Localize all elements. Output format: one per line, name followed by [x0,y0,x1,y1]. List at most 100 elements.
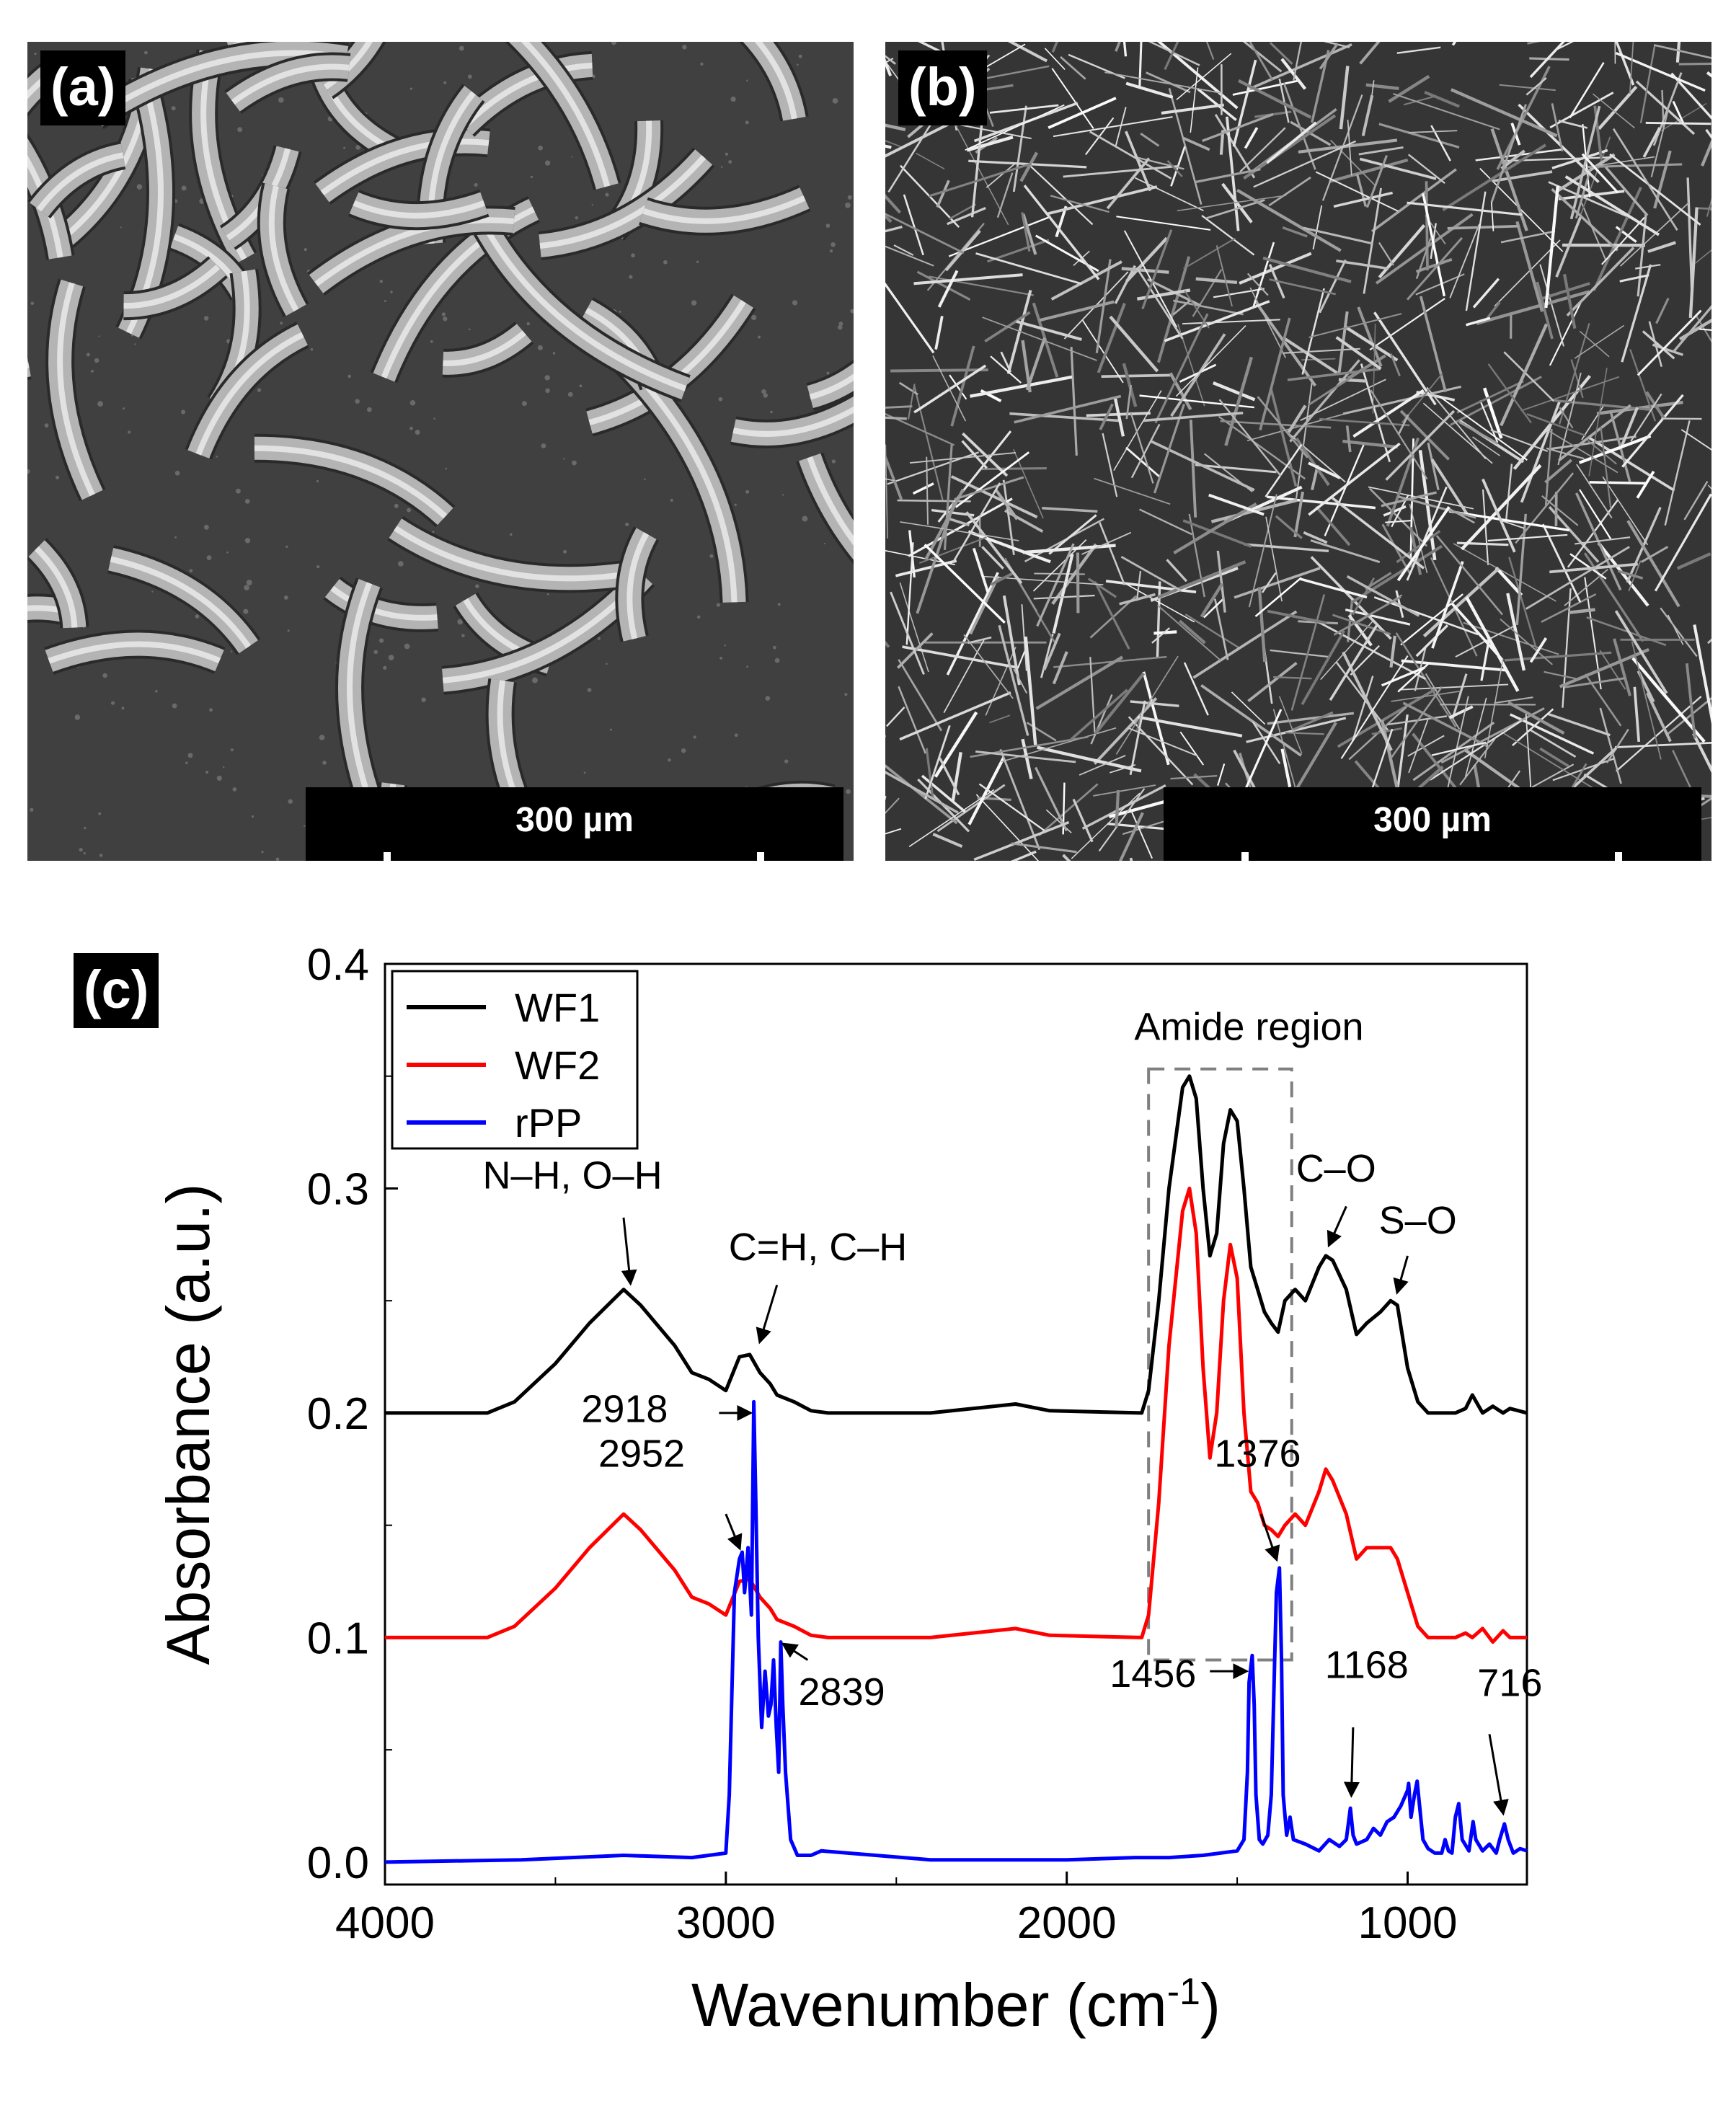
sem-speck-a [378,638,384,643]
sem-fibre-b [1609,153,1701,226]
sem-fibre-b [1179,731,1205,766]
sem-speck-a [34,52,37,56]
sem-speck-a [187,753,193,758]
sem-fibre-b [1156,581,1161,658]
sem-fibre-highlight-a [477,214,687,391]
sem-fibre-b [893,244,914,256]
sem-speck-a [155,690,158,693]
sem-fibre-b [1333,595,1401,636]
sem-fibre-b [1466,316,1491,327]
sem-speck-a [469,328,471,331]
sem-fibre-b [1336,260,1389,270]
y-axis-title: Absorbance (a.u.) [154,1184,222,1665]
sem-fibre-b [1213,598,1229,660]
sem-fibre-b [948,216,1051,257]
sem-fibre-b [1529,57,1569,61]
sem-fibre-b [1576,464,1613,518]
sem-fibre-highlight-a [330,585,438,621]
sem-fibre-b [1195,464,1277,474]
sem-speck-a [84,826,87,830]
sem-fibre-b [1125,446,1161,479]
sem-fibre-b [1253,140,1357,188]
sem-speck-a [136,184,143,190]
sem-fibre-b [885,797,900,815]
sem-fibre-b [1564,677,1626,688]
sem-fibre-b [1053,655,1167,668]
sem-fibre-b [1042,632,1061,670]
sem-fibre-b [970,124,983,218]
sem-speck-a [700,62,704,66]
sem-speck-a [230,748,234,752]
sem-fibre-b [1660,607,1698,657]
sem-fibre-b [1025,337,1047,391]
sem-fibre-b [1343,324,1399,362]
sem-fibre-b [975,750,1076,763]
sem-fibre-b [1480,636,1491,681]
sem-speck-a [546,593,549,595]
sem-fibre-b [1139,508,1192,536]
sem-fibre-b [1415,624,1449,657]
sem-fibre-b [890,591,925,675]
sem-speck-a [631,253,635,258]
sem-fibre-b [972,547,990,593]
sem-fibre-b [1024,636,1037,745]
sem-fibre-b [1189,420,1197,518]
sem-speck-a [544,160,551,166]
annotation-arrow [1327,1205,1347,1248]
sem-fibre-b [985,647,1017,716]
sem-fibre-b [1546,447,1585,460]
sem-fibre-b [1345,425,1352,453]
sem-fibre-highlight-a [123,265,221,309]
sem-fibre-b [1332,614,1391,636]
sem-fibre-b [1456,380,1524,414]
legend-label-wf2: WF2 [515,1042,600,1088]
sem-fibre-b [1038,783,1099,836]
sem-fibre-b [1655,298,1670,324]
sem-fibre-b [1368,486,1474,510]
sem-fibres-b [885,42,1711,861]
sem-speck-a [278,97,284,103]
sem-fibre-highlight-a [394,526,639,582]
sem-fibre-b [895,559,957,577]
sem-speck-a [682,45,687,50]
sem-speck-a [718,397,723,402]
sem-fibre-b [1593,187,1642,291]
sem-fibre-b [1098,788,1146,852]
sem-fibre-b [1461,464,1542,551]
sem-speck-a [784,759,789,763]
scale-bar-label-a: 300 µm [515,801,634,839]
sem-speck-a [579,384,583,388]
sem-fibre-b [1243,114,1337,180]
sem-fibre-b [1587,440,1618,465]
sem-fibre-b [1570,359,1584,399]
sem-fibre-b [954,476,1024,501]
sem-fibre-b [1123,230,1178,328]
sem-fibre-b [918,536,987,564]
sem-speck-a [825,223,831,228]
sem-fibre-b [1652,72,1683,146]
sem-fibre-b [1530,729,1577,758]
sem-speck-a [443,81,447,84]
sem-fibre-b [1184,614,1240,649]
sem-fibre-b [1512,708,1554,747]
sem-fibre-b [1128,727,1198,757]
sem-speck-a [280,322,283,325]
sem-speck-a [538,145,543,151]
sem-fibre-b [1549,301,1582,366]
sem-fibre-b [1270,388,1298,487]
sem-fibre-b [1449,223,1480,298]
sem-speck-a [304,247,307,252]
sem-fibre-b [1465,596,1520,692]
sem-fibre-b [1448,510,1569,532]
sem-fibre-b [1212,381,1256,402]
sem-fibre-b [1361,94,1374,136]
sem-fibre-b [1113,390,1162,471]
sem-fibre-b [1654,493,1711,592]
sem-speck-a [567,391,573,397]
sem-fibre-b [1342,439,1398,449]
scale-bar-label-b: 300 µm [1373,801,1492,839]
sem-fibre-b [1453,543,1556,602]
annotation-label: N–H, O–H [483,1154,663,1197]
sem-fibre-b [1678,318,1711,341]
sem-fibre-b [1050,195,1110,213]
